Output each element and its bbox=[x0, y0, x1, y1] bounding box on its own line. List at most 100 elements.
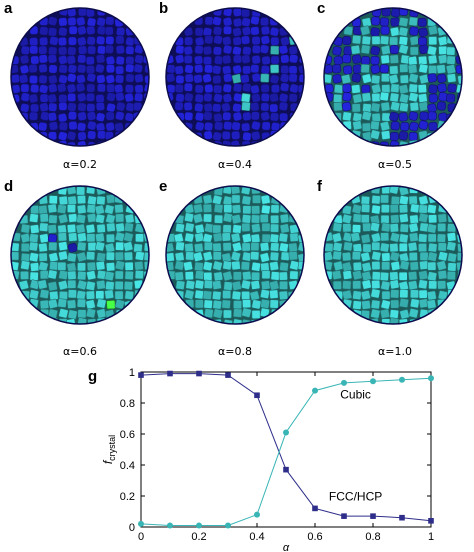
particle bbox=[86, 72, 97, 83]
particle bbox=[213, 34, 223, 45]
particle bbox=[251, 261, 261, 272]
fcc-hcp-point bbox=[341, 513, 347, 519]
particle bbox=[381, 8, 391, 17]
particle bbox=[437, 251, 449, 262]
y-tick-label: 0.2 bbox=[120, 491, 135, 503]
particle bbox=[379, 64, 389, 74]
particle bbox=[77, 92, 87, 103]
particle bbox=[19, 64, 30, 75]
particle bbox=[331, 270, 342, 280]
particle bbox=[47, 93, 58, 104]
particle bbox=[426, 299, 437, 310]
particle bbox=[212, 232, 223, 243]
particle bbox=[58, 101, 68, 111]
particle bbox=[106, 92, 116, 102]
particle bbox=[202, 45, 213, 56]
particle bbox=[360, 44, 371, 55]
particle bbox=[399, 223, 409, 233]
particle bbox=[66, 186, 77, 195]
particle bbox=[184, 36, 194, 46]
particle bbox=[124, 270, 134, 280]
particle bbox=[104, 271, 115, 281]
panel-caption-a: α=0.2 bbox=[63, 158, 97, 171]
cubic-point bbox=[283, 429, 289, 436]
particle bbox=[57, 232, 67, 242]
particle bbox=[212, 280, 222, 290]
particle bbox=[240, 74, 250, 84]
particle bbox=[352, 54, 362, 64]
particle bbox=[67, 289, 77, 299]
particle bbox=[380, 194, 390, 204]
particle bbox=[260, 194, 271, 205]
particle bbox=[437, 222, 447, 232]
particle bbox=[29, 45, 39, 55]
particle bbox=[85, 308, 96, 319]
particle bbox=[250, 280, 261, 290]
particle bbox=[389, 26, 400, 37]
particle bbox=[183, 45, 194, 56]
particle bbox=[341, 213, 353, 225]
cubic-point bbox=[370, 378, 376, 385]
particle bbox=[47, 16, 58, 26]
particle bbox=[67, 111, 78, 121]
particle bbox=[96, 195, 106, 206]
particle bbox=[324, 251, 334, 262]
particle bbox=[95, 260, 106, 271]
fcc-hcp-point bbox=[138, 372, 144, 378]
particle bbox=[58, 241, 68, 252]
particle bbox=[48, 121, 59, 131]
particle bbox=[175, 241, 185, 251]
particle bbox=[222, 54, 232, 65]
particle bbox=[250, 15, 260, 26]
particle bbox=[204, 83, 214, 94]
particle bbox=[87, 45, 97, 55]
particle bbox=[174, 65, 184, 75]
particle bbox=[231, 241, 243, 253]
particle bbox=[203, 130, 213, 140]
particle bbox=[361, 110, 372, 121]
particle bbox=[280, 54, 290, 64]
particle bbox=[134, 73, 144, 83]
particle bbox=[269, 299, 279, 309]
snapshot-disc-e bbox=[165, 185, 305, 325]
particle bbox=[76, 213, 87, 224]
particle bbox=[380, 308, 390, 319]
particle bbox=[28, 63, 38, 74]
particle bbox=[399, 309, 410, 320]
particle bbox=[47, 27, 58, 37]
particle bbox=[332, 64, 342, 74]
particle bbox=[436, 260, 447, 271]
particle bbox=[380, 204, 390, 214]
fcc-hcp-point bbox=[399, 514, 405, 521]
particle bbox=[96, 279, 106, 290]
particle bbox=[203, 213, 213, 223]
particle bbox=[400, 121, 410, 132]
particle bbox=[332, 74, 342, 84]
particle bbox=[259, 241, 270, 252]
particle bbox=[278, 242, 289, 253]
particle bbox=[399, 260, 410, 271]
particle bbox=[213, 93, 223, 103]
particle bbox=[418, 27, 428, 38]
particle bbox=[351, 103, 361, 113]
particle bbox=[240, 261, 251, 271]
particle bbox=[408, 92, 419, 103]
particle bbox=[241, 195, 252, 206]
cubic-point bbox=[196, 522, 202, 529]
particle bbox=[105, 74, 116, 84]
particle bbox=[269, 92, 279, 103]
particle bbox=[28, 93, 39, 104]
particle bbox=[194, 84, 204, 94]
particle bbox=[222, 83, 232, 93]
particle bbox=[242, 131, 252, 142]
particle bbox=[174, 83, 184, 94]
particle bbox=[279, 261, 289, 272]
particle bbox=[288, 73, 298, 83]
particle bbox=[221, 299, 231, 309]
particle bbox=[194, 102, 204, 113]
particle bbox=[426, 223, 437, 234]
particle bbox=[57, 36, 68, 47]
particle bbox=[67, 46, 77, 56]
particle bbox=[418, 243, 428, 253]
particle bbox=[203, 299, 213, 309]
